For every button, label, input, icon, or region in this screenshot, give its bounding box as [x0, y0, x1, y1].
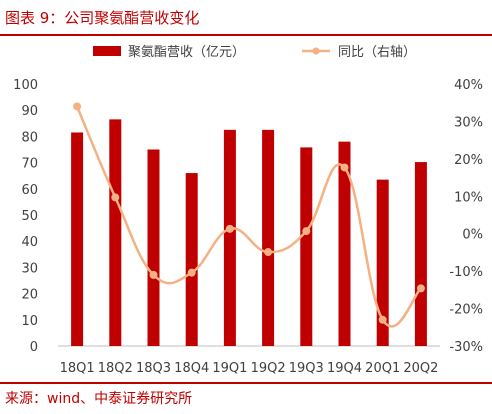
chart-header: 图表 9：公司聚氨酯营收变化: [0, 0, 492, 34]
left-axis-tick-label: 70: [21, 157, 38, 172]
bar: [300, 147, 313, 346]
left-axis-tick-label: 50: [21, 209, 38, 224]
right-axis-tick-label: 40%: [454, 78, 483, 93]
yoy-point: [416, 284, 425, 293]
right-axis-tick-label: -10%: [449, 265, 483, 280]
legend-line-label: 同比（右轴）: [338, 45, 416, 60]
yoy-point: [73, 102, 82, 111]
left-axis-tick-label: 30: [21, 261, 38, 276]
yoy-line: [75, 105, 422, 328]
bar: [338, 141, 351, 346]
chart-title: 图表 9：公司聚氨酯营收变化: [5, 9, 200, 27]
source-note: 来源：wind、中泰证券研究所: [5, 391, 193, 407]
bar: [71, 132, 84, 346]
right-axis-tick-label: 30%: [454, 115, 483, 130]
legend-bar-label: 聚氨酯营收（亿元）: [128, 45, 245, 60]
x-axis-tick-label: 18Q3: [136, 361, 171, 376]
left-axis-tick-label: 90: [21, 104, 38, 119]
legend-line-marker: [312, 47, 320, 55]
bar: [414, 162, 427, 346]
x-axis-tick-label: 20Q2: [403, 361, 438, 376]
bar: [185, 173, 198, 346]
bar: [262, 129, 275, 346]
right-axis-tick-label: -30%: [449, 340, 483, 355]
revenue-chart: 聚氨酯营收（亿元） 同比（右轴） 0 10 20 30 40 50 60 70 80 90 100 -30…: [13, 45, 483, 376]
right-axis-tick-label: 0%: [462, 228, 483, 243]
yoy-point: [302, 227, 311, 236]
left-axis-tick-label: 20: [21, 288, 38, 303]
x-axis-tick-label: 18Q1: [60, 361, 95, 376]
right-axis-tick-label: 10%: [454, 190, 483, 205]
yoy-point: [187, 268, 196, 277]
title-divider: [0, 34, 492, 36]
left-axis-tick-label: 40: [21, 235, 38, 250]
bar: [223, 129, 236, 346]
yoy-point: [225, 224, 234, 233]
left-axis-tick-label: 80: [21, 130, 38, 145]
x-axis-tick-label: 18Q4: [174, 361, 209, 376]
left-axis-tick-label: 10: [21, 314, 38, 329]
left-axis-tick-label: 60: [21, 183, 38, 198]
footer-divider: [0, 382, 492, 384]
yoy-point: [111, 193, 120, 202]
right-axis-tick-label: -20%: [449, 303, 483, 318]
yoy-point: [378, 315, 387, 324]
yoy-point: [340, 163, 349, 172]
right-axis-tick-label: 20%: [454, 153, 483, 168]
x-axis-tick-label: 19Q2: [251, 361, 286, 376]
bar: [147, 149, 160, 346]
bar: [109, 119, 122, 347]
x-axis-tick-label: 19Q4: [327, 361, 362, 376]
yoy-point: [149, 270, 158, 279]
bar: [376, 179, 389, 346]
x-axis-tick-label: 18Q2: [98, 361, 133, 376]
legend-bar-swatch: [93, 46, 121, 56]
left-axis-tick-label: 100: [13, 78, 38, 93]
chart-area: 聚氨酯营收（亿元） 同比（右轴） 0 10 20 30 40 50 60 70 80 90 100 -30…: [0, 36, 492, 380]
x-axis-tick-label: 19Q1: [212, 361, 247, 376]
yoy-point: [264, 248, 273, 257]
x-axis-tick-label: 19Q3: [289, 361, 324, 376]
x-axis-tick-label: 20Q1: [365, 361, 400, 376]
left-axis-tick-label: 0: [30, 340, 38, 355]
